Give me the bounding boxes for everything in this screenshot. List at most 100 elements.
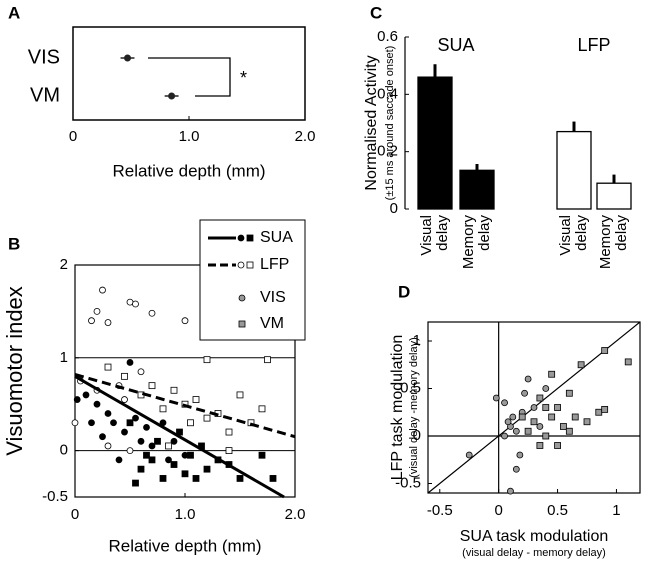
point xyxy=(148,382,156,390)
point xyxy=(88,419,95,427)
panel-letter: B xyxy=(8,234,20,253)
point xyxy=(203,356,211,364)
legend-marker xyxy=(238,294,246,302)
point xyxy=(71,419,79,427)
point xyxy=(465,451,473,459)
category-label: delay xyxy=(573,215,590,251)
category-label: Memory xyxy=(460,215,477,270)
category-label: VM xyxy=(30,84,60,106)
x-tick-label: 1.0 xyxy=(175,506,196,523)
y-axis-label: Visuomotor index xyxy=(2,286,27,456)
point xyxy=(548,370,556,378)
point xyxy=(159,475,167,482)
point xyxy=(192,475,200,482)
panel-letter: A xyxy=(8,3,20,22)
point xyxy=(126,419,134,427)
point xyxy=(571,413,579,421)
y-axis-sublabel: (±15 ms around saccade onset) xyxy=(384,46,396,201)
y-tick-label: 0.4 xyxy=(377,85,398,102)
y-tick-label: -0.5 xyxy=(395,474,421,491)
point xyxy=(236,391,244,399)
dot xyxy=(124,54,132,62)
point xyxy=(554,404,561,411)
point xyxy=(269,475,277,482)
point xyxy=(93,307,101,315)
point xyxy=(595,408,603,416)
point xyxy=(560,423,567,430)
point xyxy=(225,447,233,455)
x-tick-label: 2.0 xyxy=(285,506,306,523)
point xyxy=(187,419,194,427)
point xyxy=(137,437,145,445)
point xyxy=(143,451,150,459)
point xyxy=(601,405,609,413)
point xyxy=(203,414,211,422)
point xyxy=(577,361,585,369)
point xyxy=(121,428,128,436)
point xyxy=(548,413,556,421)
x-tick-label: 0.5 xyxy=(547,502,568,519)
point xyxy=(132,300,139,308)
category-label: delay xyxy=(434,215,451,251)
point xyxy=(583,418,591,426)
point xyxy=(236,475,244,482)
significance-bracket xyxy=(148,57,231,97)
point xyxy=(137,465,145,473)
point xyxy=(88,317,95,325)
x-tick-label: 0 xyxy=(69,128,77,145)
point xyxy=(99,286,106,294)
point xyxy=(542,404,550,411)
legend-label: SUA xyxy=(260,229,293,246)
point xyxy=(258,405,266,413)
group-label: SUA xyxy=(437,35,474,55)
point xyxy=(601,347,609,354)
x-tick-label: -0.5 xyxy=(427,502,453,519)
point xyxy=(93,400,101,408)
point xyxy=(121,372,128,380)
x-axis-label: Relative depth (mm) xyxy=(112,161,265,180)
y-tick-label: 0.5 xyxy=(400,379,421,396)
bar xyxy=(596,182,632,210)
y-tick-label: 0.6 xyxy=(377,28,398,45)
panel-letter: D xyxy=(398,282,410,301)
panel-letter: C xyxy=(370,3,382,22)
point xyxy=(115,456,123,464)
point xyxy=(225,428,233,436)
point xyxy=(264,356,271,364)
y-axis-label: Normalised Activity xyxy=(363,55,380,190)
point xyxy=(509,413,517,421)
x-tick-label: 1 xyxy=(612,502,620,519)
point xyxy=(524,427,532,435)
category-label: VIS xyxy=(28,46,60,68)
fit-line xyxy=(74,373,296,439)
point xyxy=(170,461,178,468)
point xyxy=(501,399,508,407)
point xyxy=(507,487,514,495)
point xyxy=(536,394,544,402)
point xyxy=(181,470,189,478)
dot xyxy=(168,92,176,100)
point xyxy=(504,418,512,426)
point xyxy=(542,385,550,392)
point xyxy=(258,451,266,459)
point xyxy=(104,363,112,371)
y-tick-label: 0 xyxy=(413,427,421,444)
y-axis-sublabel: (visual delay -memory delay) xyxy=(408,337,420,478)
point xyxy=(516,451,524,459)
y-tick-label: 2 xyxy=(60,256,68,273)
point xyxy=(137,368,145,376)
point xyxy=(73,396,81,403)
point xyxy=(554,442,561,449)
legend-marker xyxy=(238,320,246,328)
y-tick-label: 1 xyxy=(60,349,68,366)
point xyxy=(524,375,532,383)
x-tick-label: 0 xyxy=(71,506,79,523)
point xyxy=(501,432,508,440)
x-axis-sublabel: (visual delay - memory delay) xyxy=(462,547,606,559)
point xyxy=(181,317,189,325)
point xyxy=(148,456,156,464)
point xyxy=(104,410,112,417)
point xyxy=(154,437,161,445)
legend-marker xyxy=(237,261,245,269)
frame xyxy=(72,26,306,121)
